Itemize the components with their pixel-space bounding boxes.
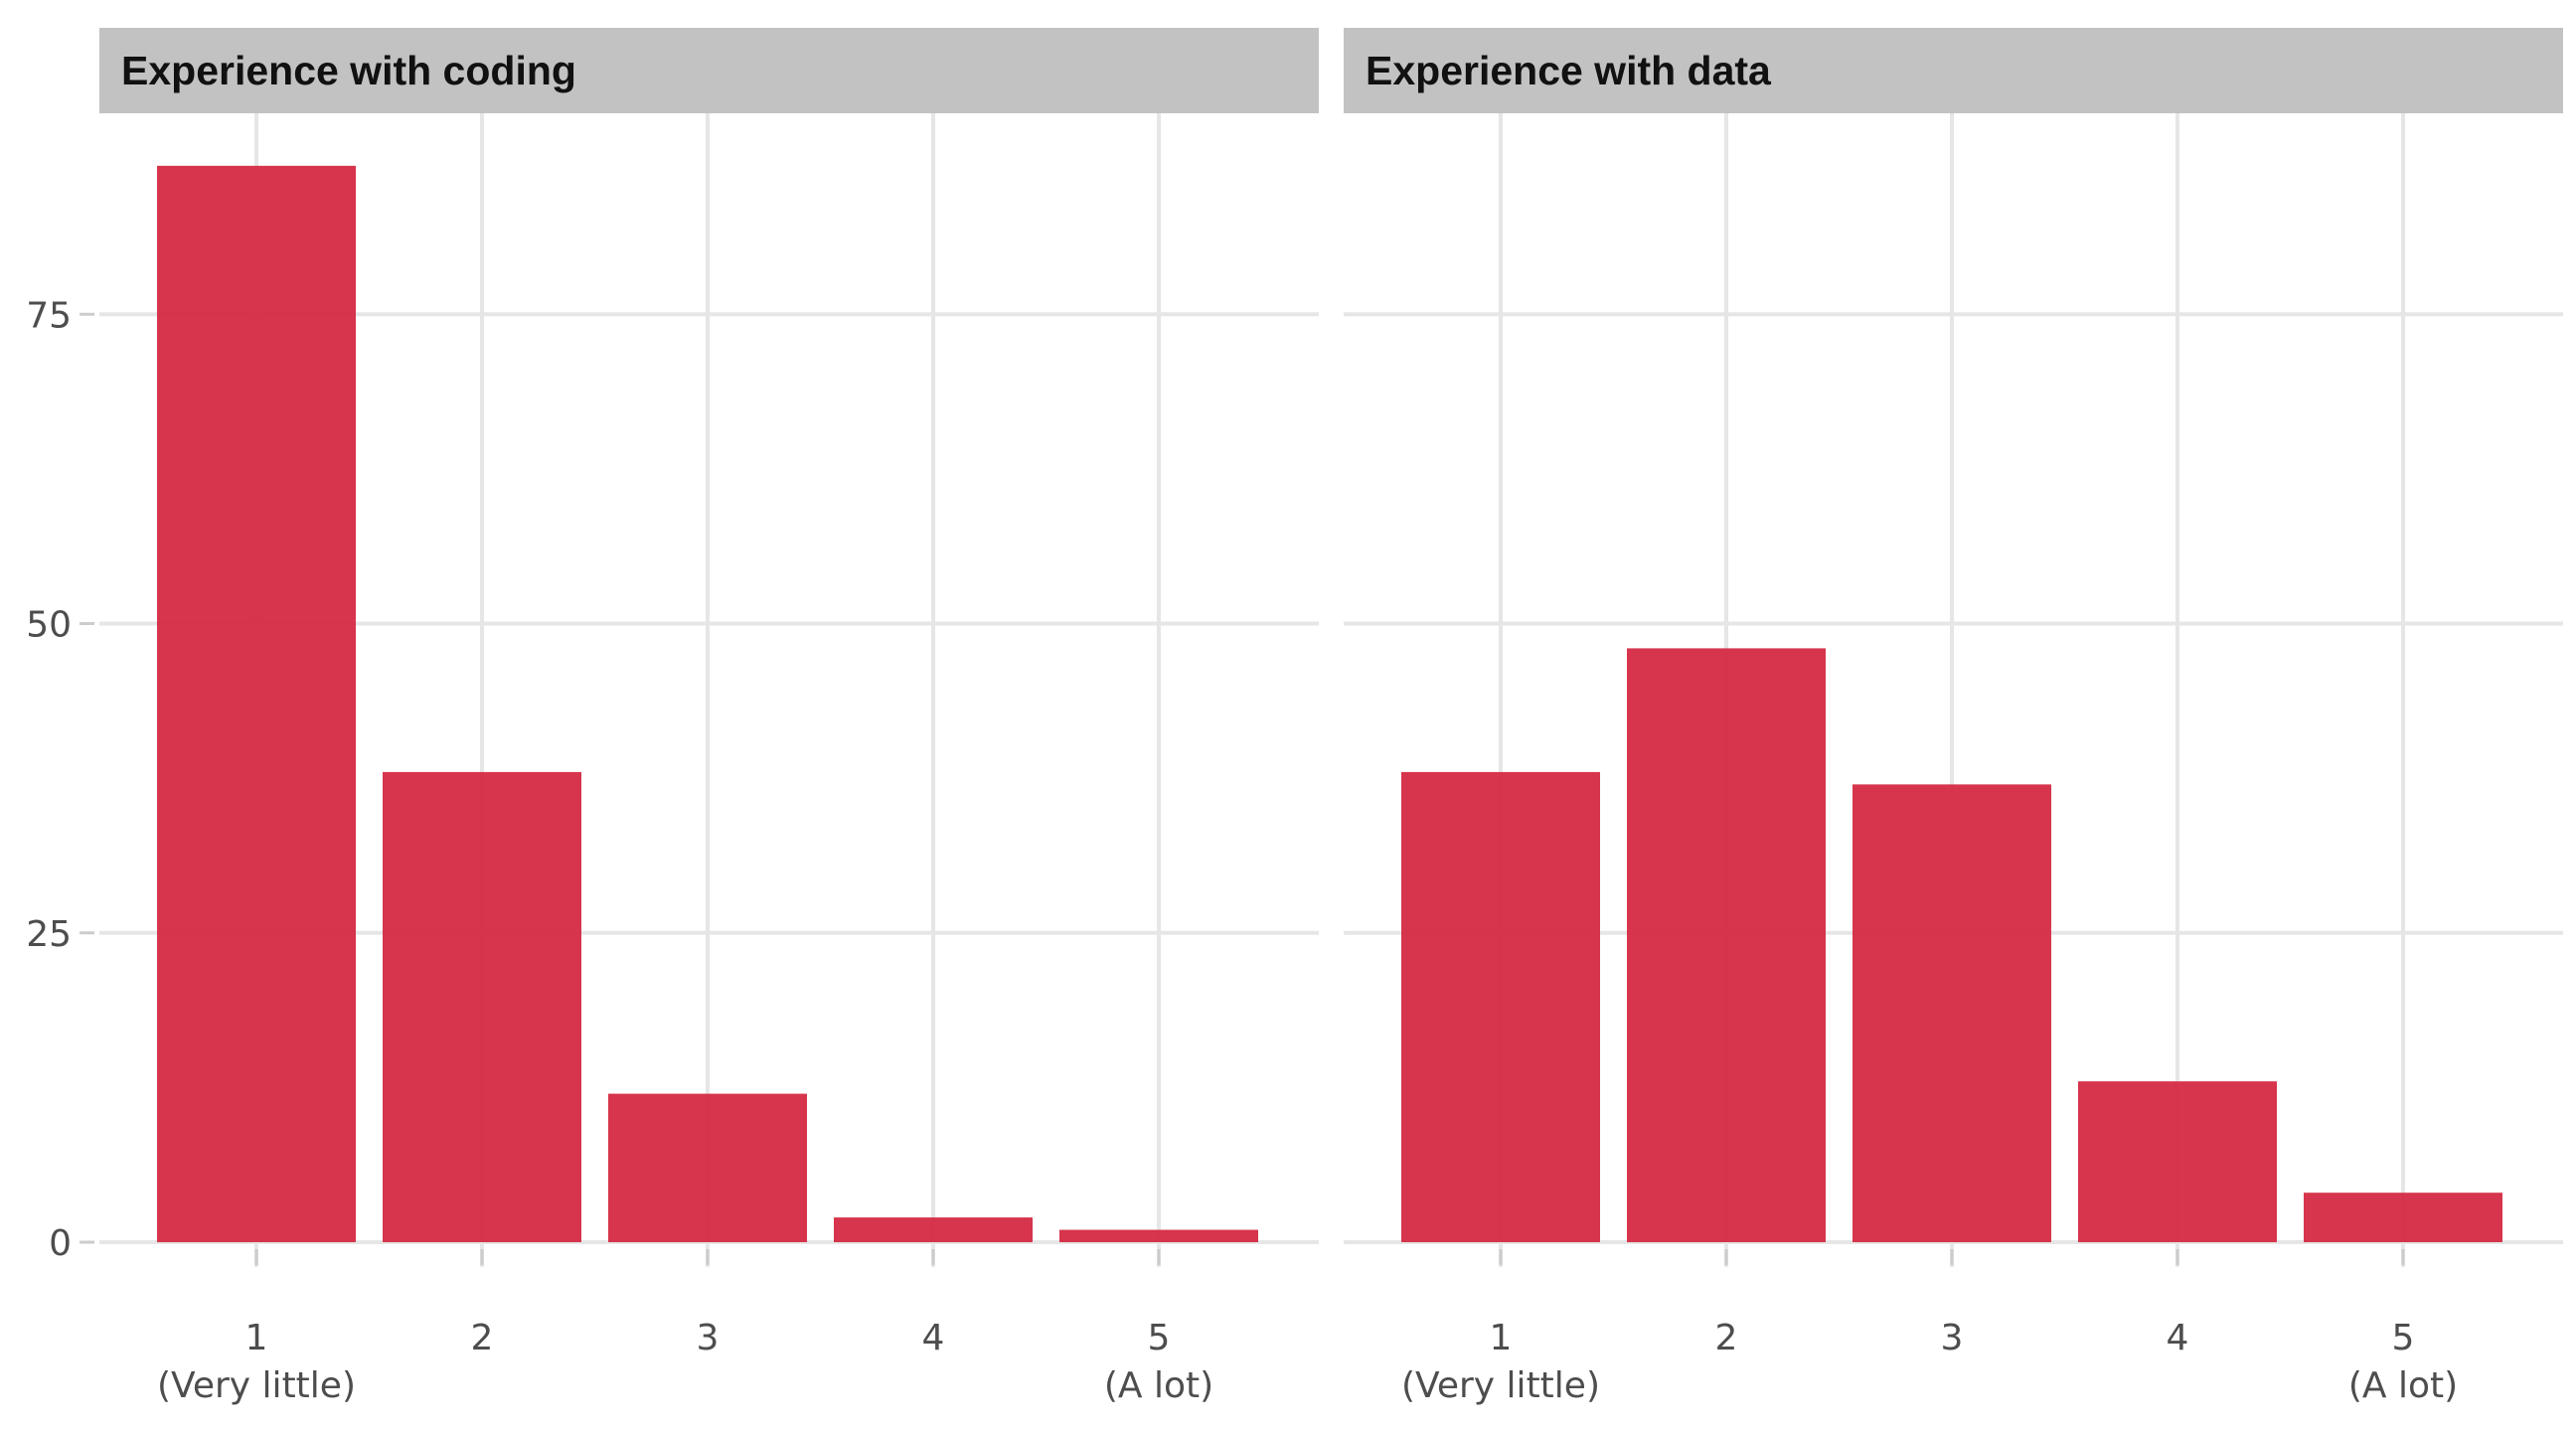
bar-5: [1059, 1229, 1258, 1242]
facet-strip: [99, 28, 1319, 113]
x-tick-sublabel: (A lot): [2348, 1365, 2458, 1406]
y-tick-label: 75: [26, 295, 72, 336]
bar-4: [2078, 1081, 2277, 1242]
x-tick-label: 3: [697, 1318, 720, 1358]
bar-2: [383, 771, 581, 1242]
bar-3: [608, 1093, 807, 1242]
y-tick-label: 50: [26, 605, 72, 646]
bar-2: [1627, 648, 1826, 1242]
x-tick-label: 1: [245, 1318, 268, 1358]
facet-title: Experience with data: [1366, 48, 1772, 93]
facet-panel-1: Experience with coding 1 (Very little) 2 3 4 5…: [26, 28, 1319, 1406]
x-tick-label: 2: [1715, 1318, 1738, 1358]
facet-strip: [1344, 28, 2563, 113]
facet-title: Experience with coding: [121, 48, 576, 93]
bar-1: [1401, 771, 1600, 1242]
y-tick-label: 25: [26, 914, 72, 955]
x-tick-sublabel: (Very little): [157, 1365, 356, 1406]
x-tick-label: 3: [1941, 1318, 1964, 1358]
x-tick-label: 4: [2167, 1318, 2189, 1358]
bar-1: [157, 165, 356, 1243]
x-tick-sublabel: (A lot): [1104, 1365, 1213, 1406]
facet-panel-2: Experience with data 1 (Very little) 2 3 4 5 (A…: [1344, 28, 2563, 1406]
bar-5: [2304, 1192, 2502, 1242]
bar-4: [834, 1217, 1033, 1242]
bar-3: [1852, 784, 2051, 1242]
x-tick-label: 2: [471, 1318, 494, 1358]
x-tick-sublabel: (Very little): [1401, 1365, 1600, 1406]
y-tick-label: 0: [49, 1223, 72, 1264]
x-tick-label: 5: [1148, 1318, 1171, 1358]
x-tick-label: 1: [1490, 1318, 1513, 1358]
x-tick-label: 4: [922, 1318, 945, 1358]
x-tick-label: 5: [2392, 1318, 2415, 1358]
